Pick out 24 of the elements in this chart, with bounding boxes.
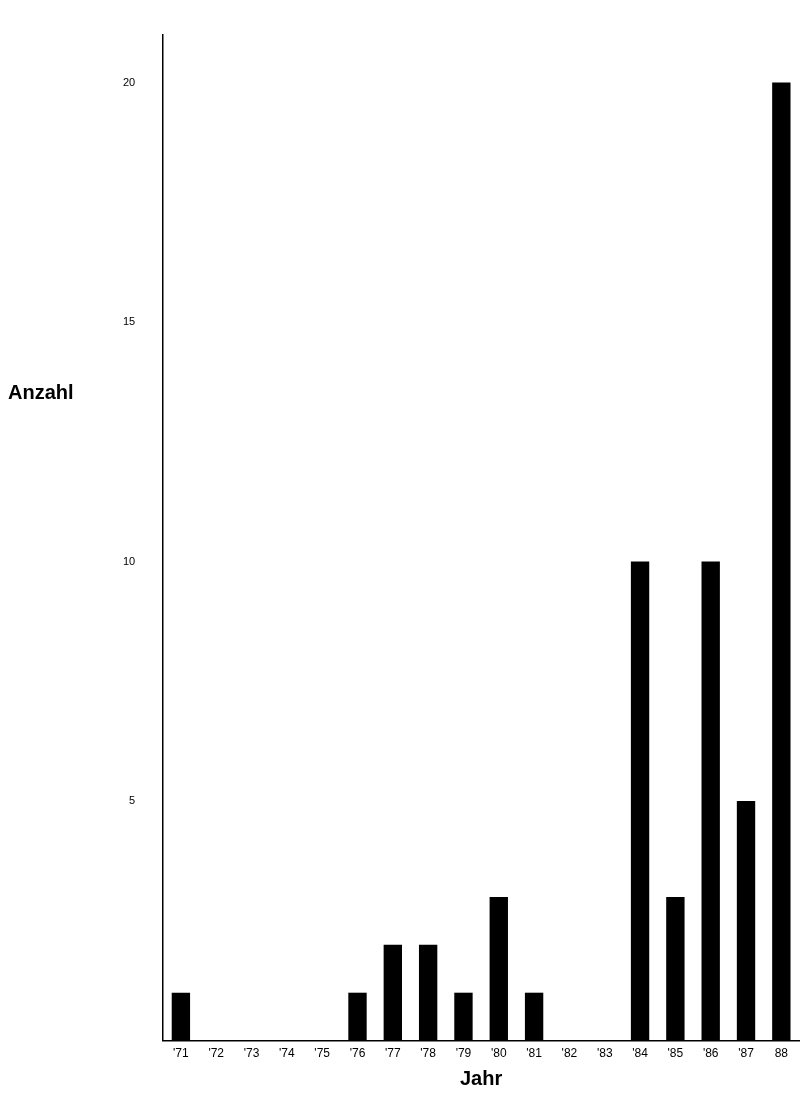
x-tick-label: '81 <box>526 1046 543 1061</box>
x-tick-label: '76 <box>349 1046 366 1061</box>
x-tick-label: '79 <box>455 1046 472 1061</box>
x-tick-label: '72 <box>208 1046 225 1061</box>
x-tick-label: '86 <box>702 1046 719 1061</box>
y-tick-label: 10 <box>122 554 136 567</box>
x-tick-label: '78 <box>420 1046 437 1061</box>
x-tick-label: '82 <box>561 1046 578 1061</box>
y-axis-title: Anzahl <box>8 381 74 404</box>
x-tick-label: '84 <box>632 1046 649 1061</box>
x-tick-label: '87 <box>738 1046 755 1061</box>
y-tick-label: 20 <box>122 75 136 88</box>
x-tick-label: '73 <box>243 1046 260 1061</box>
x-tick-label: 88 <box>774 1046 789 1061</box>
x-tick-label: '77 <box>385 1046 401 1061</box>
x-tick-label: '75 <box>314 1046 331 1061</box>
y-tick-label: 5 <box>129 794 136 807</box>
x-tick-label: '71 <box>173 1046 190 1061</box>
x-tick-label: '74 <box>279 1046 295 1061</box>
y-tick-label: 15 <box>122 315 136 328</box>
x-tick-label: '85 <box>667 1046 684 1061</box>
x-tick-label: '83 <box>596 1046 613 1061</box>
x-axis-title: Jahr <box>459 1066 503 1089</box>
x-tick-label: '80 <box>490 1046 507 1061</box>
